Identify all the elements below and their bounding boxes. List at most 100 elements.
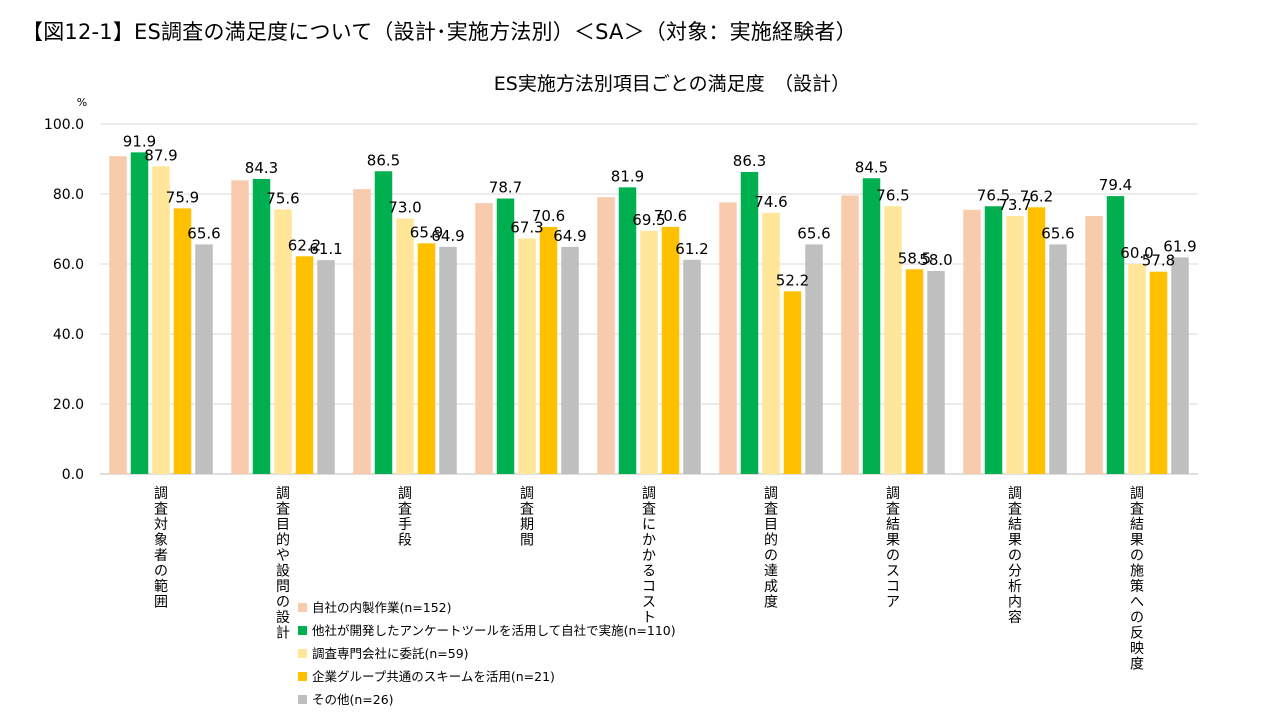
data-label: 64.9 — [431, 227, 464, 245]
legend-label: その他(n=26) — [312, 692, 394, 707]
y-tick-label: 100.0 — [44, 117, 84, 133]
figure-title: 【図12-1】ES調査の満足度について（設計･実施方法別）＜SA＞（対象：実施経… — [22, 20, 857, 44]
data-label: 62.2 — [288, 236, 321, 254]
data-label: 70.6 — [654, 207, 687, 225]
legend-swatch — [298, 672, 307, 681]
category-label: 調査目的や設問の設計 — [276, 486, 290, 642]
legend-label: 調査専門会社に委託(n=59) — [312, 646, 469, 661]
data-label: 64.9 — [553, 227, 586, 245]
bar — [884, 206, 902, 474]
bar — [173, 208, 192, 474]
category-label: 調査結果の施策への反映度 — [1130, 486, 1144, 673]
bar — [231, 180, 249, 474]
bar — [1027, 207, 1046, 475]
data-label: 73.7 — [998, 196, 1031, 214]
data-label: 58.0 — [919, 251, 952, 269]
data-label: 73.0 — [388, 199, 421, 217]
data-label: 52.2 — [776, 271, 809, 289]
data-label: 65.6 — [797, 224, 830, 242]
data-label: 75.6 — [266, 189, 299, 207]
bar — [1128, 264, 1146, 474]
data-label: 65.6 — [1041, 224, 1074, 242]
bar — [274, 209, 292, 474]
bar — [862, 178, 881, 474]
bar — [539, 226, 558, 474]
data-label: 76.5 — [876, 186, 909, 204]
bar — [475, 203, 493, 474]
data-label: 65.9 — [410, 223, 443, 241]
category-label: 調査結果の分析内容 — [1008, 486, 1022, 626]
category-label: 調査目的の達成度 — [764, 486, 778, 611]
bar — [252, 178, 271, 474]
data-label: 61.1 — [309, 240, 342, 258]
bar — [561, 246, 579, 474]
y-axis-unit: % — [77, 96, 87, 109]
y-tick-label: 80.0 — [53, 187, 84, 203]
bar — [109, 156, 127, 474]
data-label: 84.5 — [855, 158, 888, 176]
bar — [439, 246, 457, 474]
category-label: 調査対象者の範囲 — [154, 486, 168, 611]
bar — [927, 271, 945, 474]
bar — [152, 166, 170, 474]
bar — [841, 195, 859, 474]
data-label: 65.6 — [187, 224, 220, 242]
bar — [683, 259, 701, 474]
chart-title: ES実施方法別項目ごとの満足度 （設計） — [494, 73, 850, 95]
data-label: 60.0 — [1120, 244, 1153, 262]
legend-label: 企業グループ共通のスキームを活用(n=21) — [312, 669, 555, 684]
bar — [618, 187, 637, 474]
bar — [518, 238, 536, 474]
data-label: 74.6 — [754, 193, 787, 211]
category-label: 調査手段 — [398, 486, 412, 549]
data-label: 67.3 — [510, 218, 543, 236]
legend-swatch — [298, 695, 307, 704]
legend-swatch — [298, 626, 307, 635]
bar — [1006, 216, 1024, 475]
y-tick-label: 60.0 — [53, 257, 84, 273]
bar — [417, 243, 436, 474]
bar — [496, 198, 515, 475]
bar — [396, 218, 414, 474]
bar — [1106, 196, 1125, 474]
category-label: 調査にかかるコスト — [642, 486, 656, 626]
data-label: 58.5 — [898, 249, 931, 267]
data-label: 57.8 — [1142, 252, 1175, 270]
data-label: 81.9 — [611, 167, 644, 185]
category-label: 調査結果のスコア — [886, 486, 900, 611]
legend-label: 自社の内製作業(n=152) — [312, 600, 452, 615]
data-label: 61.2 — [675, 240, 708, 258]
bar — [1171, 257, 1189, 474]
category-label: 調査期間 — [520, 486, 534, 549]
bar — [597, 197, 615, 474]
bar — [295, 256, 314, 474]
data-label: 84.3 — [245, 159, 278, 177]
bar — [353, 189, 371, 474]
bar — [762, 212, 780, 474]
bar — [719, 202, 737, 474]
bar — [1049, 244, 1067, 474]
data-label: 91.9 — [123, 132, 156, 150]
y-tick-label: 40.0 — [53, 327, 84, 343]
bar — [1149, 271, 1168, 474]
bar — [317, 260, 335, 474]
bar — [963, 209, 981, 474]
data-label: 75.9 — [166, 188, 199, 206]
data-label: 61.9 — [1163, 237, 1196, 255]
data-label: 78.7 — [489, 179, 522, 197]
bar — [805, 244, 823, 474]
bar — [984, 206, 1003, 474]
bar — [1085, 216, 1103, 475]
data-label: 86.3 — [733, 152, 766, 170]
bar — [374, 171, 393, 474]
data-label: 70.6 — [532, 207, 565, 225]
bar — [640, 230, 658, 474]
data-label: 76.5 — [977, 186, 1010, 204]
data-label: 69.5 — [632, 211, 665, 229]
data-label: 86.5 — [367, 151, 400, 169]
legend-label: 他社が開発したアンケートツールを活用して自社で実施(n=110) — [312, 623, 676, 638]
y-tick-label: 0.0 — [62, 467, 84, 483]
bar — [905, 269, 924, 474]
legend-swatch — [298, 649, 307, 658]
